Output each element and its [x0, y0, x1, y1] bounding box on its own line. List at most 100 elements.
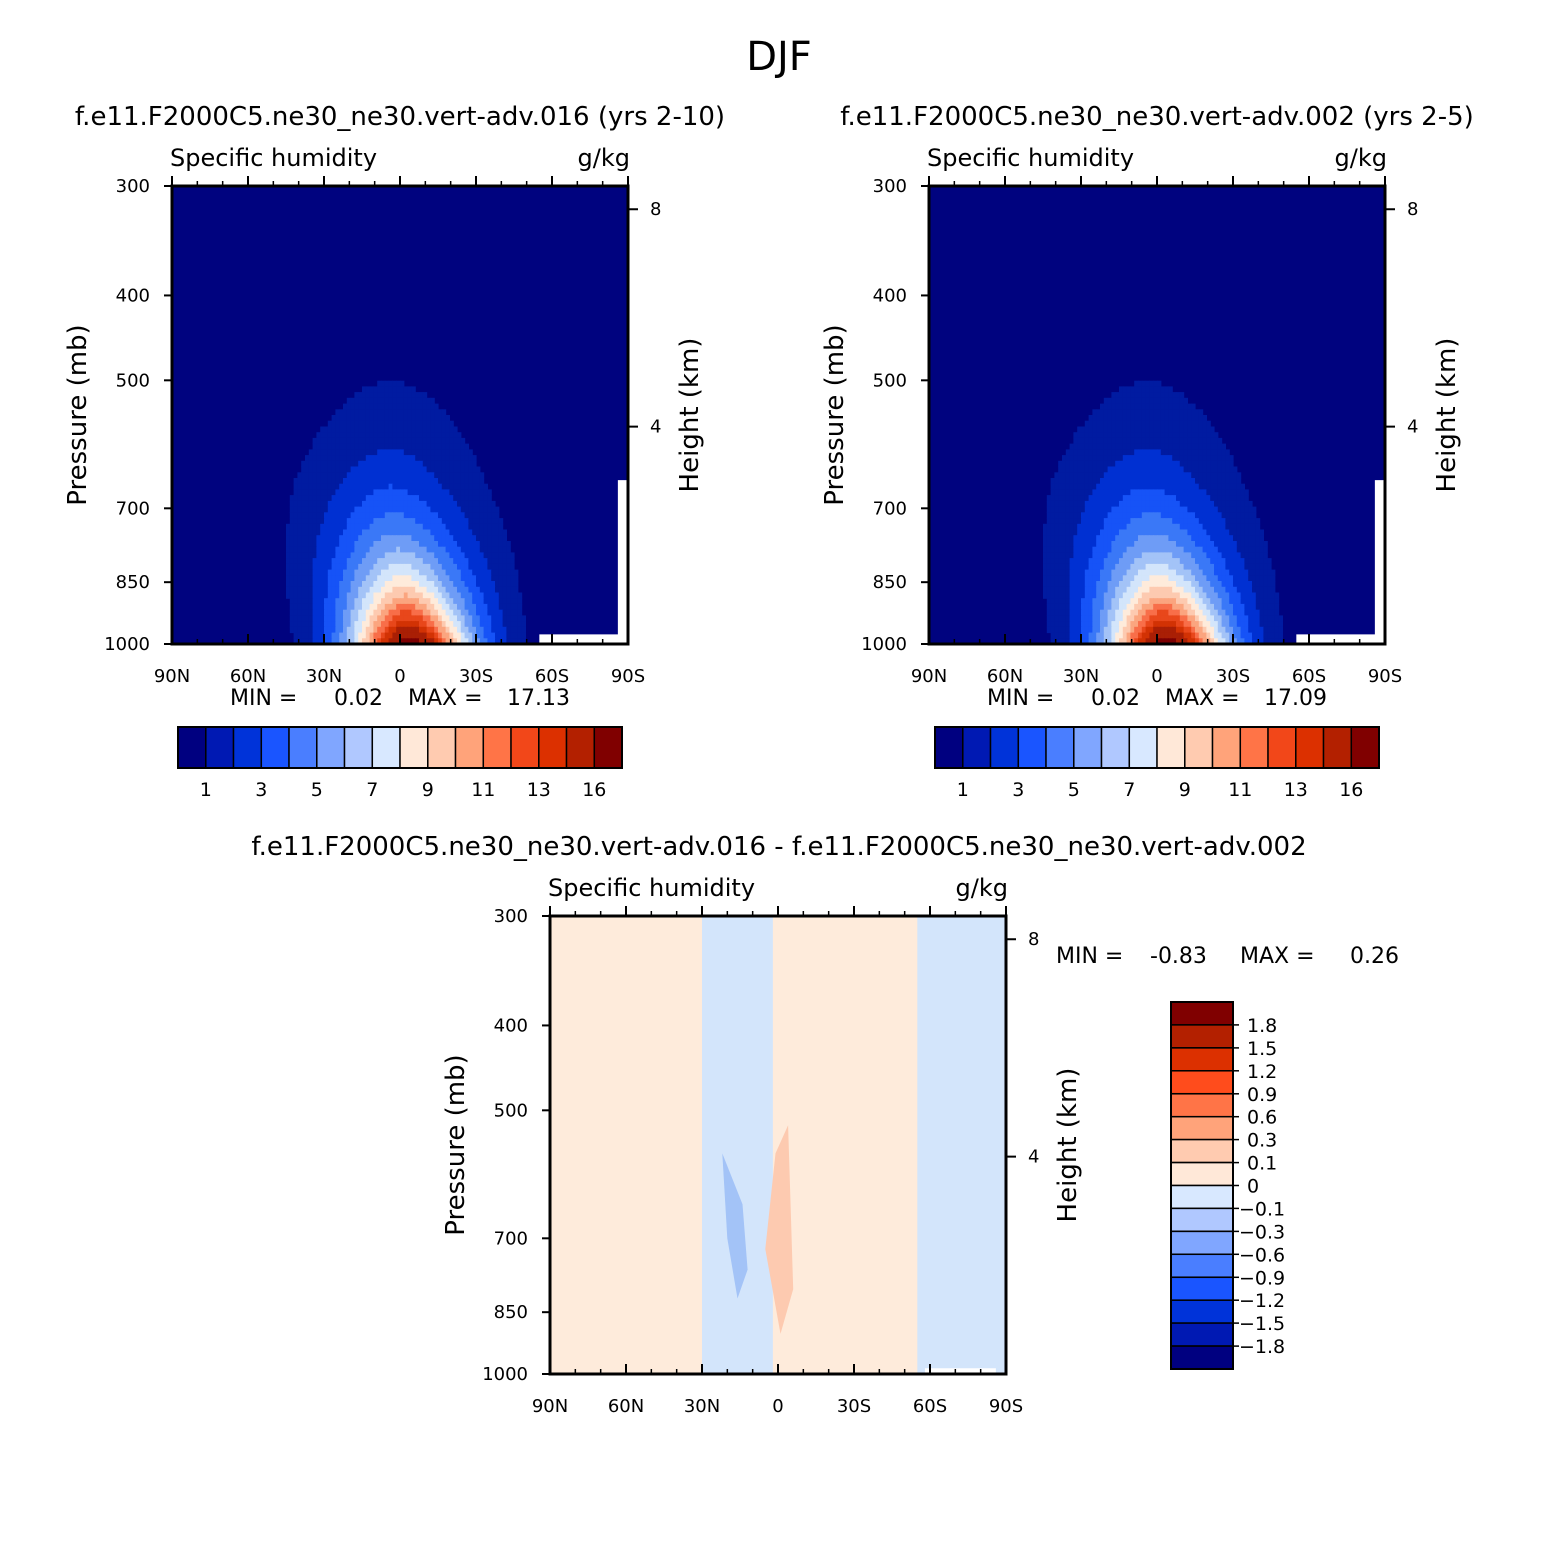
panel2-cell	[1122, 500, 1128, 508]
panel1-cell	[286, 558, 291, 565]
panel1-cell	[350, 575, 355, 582]
panel2-cell	[1065, 615, 1071, 622]
panel1-cell	[289, 569, 295, 576]
panel1-cell	[430, 592, 435, 599]
panel1-cell	[468, 615, 473, 622]
panel1-cell	[453, 546, 458, 553]
panel1-cell	[388, 569, 393, 576]
panel2-cell	[1229, 546, 1234, 553]
panel1-cell	[365, 586, 371, 594]
panel2-cell	[1054, 535, 1059, 542]
panel2-cell	[1141, 529, 1147, 536]
panel2-cell	[1229, 558, 1234, 565]
panel1-cell	[289, 500, 295, 508]
panel2-cell	[1145, 558, 1150, 565]
panel3-colorbar-swatch	[1170, 1115, 1234, 1141]
panel2-cell	[1115, 443, 1120, 450]
panel1-cell	[346, 415, 352, 422]
panel1-cell	[392, 455, 397, 462]
panel2-cell	[1088, 586, 1093, 594]
panel1-cell	[346, 443, 352, 450]
panel2-cell	[1221, 546, 1226, 553]
panel2-cell	[1149, 483, 1154, 490]
panel1-cell	[369, 443, 374, 450]
panel1-cell	[400, 621, 405, 628]
panel1-cell	[354, 603, 359, 611]
panel2-cell	[1134, 483, 1139, 490]
panel2-cell	[1221, 466, 1226, 473]
panel1-cell	[358, 432, 363, 439]
panel1-cell	[453, 460, 458, 468]
panel1-cell	[400, 380, 405, 387]
panel2-cell	[1058, 489, 1063, 496]
panel1-cell	[331, 432, 336, 439]
panel1-cell	[350, 432, 355, 439]
panel1-colorbar-swatch	[565, 726, 596, 769]
panel2-cell	[1062, 512, 1067, 519]
panel2-cell	[1233, 512, 1238, 519]
panel1-cell	[373, 581, 378, 588]
panel1-cell	[498, 529, 504, 536]
panel1-cell	[487, 546, 492, 553]
panel1-cell	[305, 483, 310, 490]
panel1-cell	[331, 598, 336, 605]
panel1-cell	[445, 455, 450, 462]
panel2-cell	[1130, 409, 1135, 416]
panel2-cell	[1191, 632, 1196, 639]
panel2-cell	[1130, 598, 1135, 605]
panel1-cell	[343, 489, 348, 496]
panel2-cell	[1115, 569, 1120, 576]
panel2-cell	[1168, 569, 1173, 576]
panel2-cell	[1100, 455, 1105, 462]
panel1-cell	[438, 586, 443, 594]
panel2-cell	[1217, 603, 1223, 611]
panel2-cell	[1210, 581, 1215, 588]
panel2-cell	[1134, 563, 1139, 571]
panel1-cell	[384, 512, 390, 519]
panel2-cell	[1119, 478, 1124, 485]
panel1-cell	[419, 460, 424, 468]
panel1-cell	[400, 495, 405, 502]
panel1-cell	[426, 563, 431, 571]
panel2-cell	[1168, 558, 1173, 565]
panel2-cell	[1225, 455, 1230, 462]
panel2-cell	[1195, 523, 1200, 531]
panel1-cell	[381, 495, 386, 502]
panel2-cell	[1255, 541, 1261, 548]
panel1-cell	[305, 518, 310, 525]
panel2-cell	[1214, 489, 1219, 496]
panel2-cell	[1187, 523, 1192, 531]
panel1-cell	[460, 506, 466, 513]
panel2-cell	[1157, 523, 1162, 531]
panel1-colorbar-swatch	[427, 726, 457, 769]
panel3-colorbar-label: 0.9	[1247, 1084, 1277, 1106]
panel2-cell	[1179, 483, 1185, 490]
panel1-cell	[453, 466, 458, 473]
panel1-cell	[365, 552, 371, 559]
panel1-cell	[510, 603, 515, 611]
panel2-cell	[1138, 626, 1143, 634]
panel1-cell	[312, 609, 317, 616]
panel1-cell	[339, 615, 344, 622]
panel2-cell	[1096, 495, 1101, 502]
panel2-cell	[1103, 632, 1109, 639]
panel1-cell	[449, 592, 454, 599]
panel1-cell	[373, 609, 378, 616]
panel1-cell	[411, 478, 416, 485]
panel2-cell	[1153, 397, 1158, 405]
panel2-xtick-label: 60S	[1292, 666, 1326, 687]
panel1-cell	[339, 523, 344, 531]
panel1-cell	[434, 432, 439, 439]
panel1-cell	[339, 558, 344, 565]
panel1-cell	[373, 449, 378, 456]
panel2-cell	[1172, 552, 1177, 559]
panel2-cell	[1191, 586, 1196, 594]
panel1-cell	[483, 563, 488, 571]
panel2-cell	[1115, 460, 1120, 468]
panel2-cell	[1244, 552, 1249, 559]
panel2-cell	[1217, 569, 1223, 576]
panel1-cell	[487, 523, 492, 531]
panel1-cell	[449, 621, 454, 628]
panel1-cell	[472, 455, 477, 462]
panel2-cell	[1103, 615, 1109, 622]
